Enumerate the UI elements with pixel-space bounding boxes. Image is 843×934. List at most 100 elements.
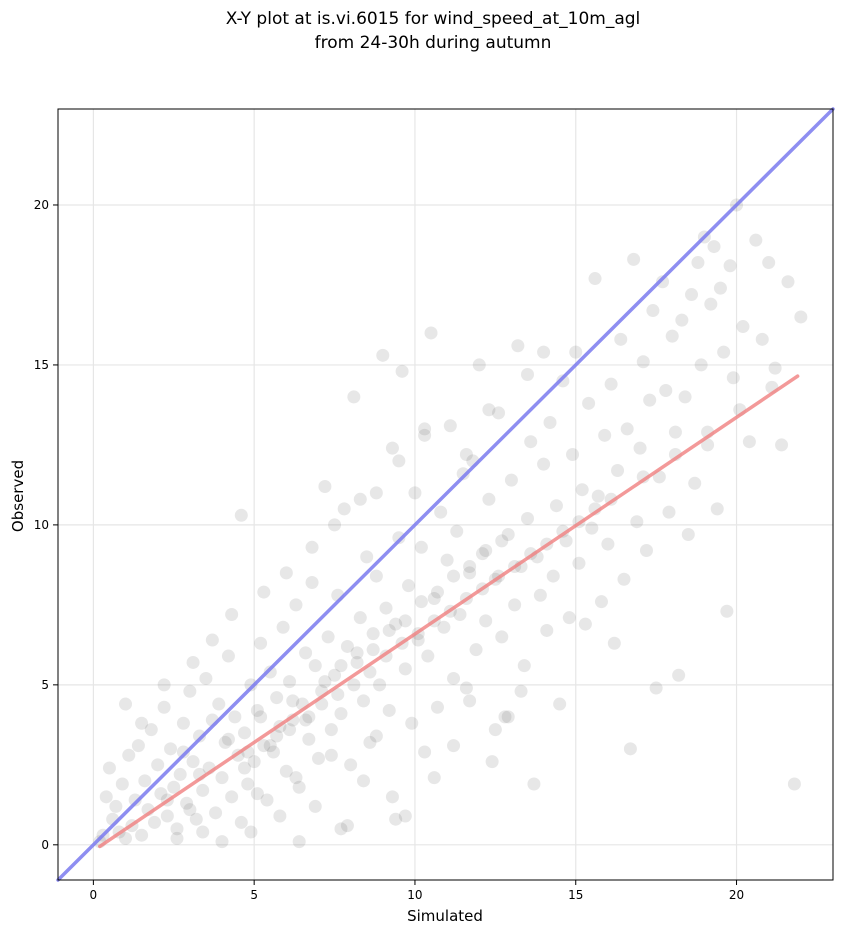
data-point <box>688 476 702 490</box>
data-point <box>270 729 284 743</box>
data-point <box>331 687 345 701</box>
data-point <box>418 745 432 759</box>
data-point <box>405 716 419 730</box>
data-point <box>742 435 756 449</box>
data-point <box>99 790 113 804</box>
data-point <box>302 710 316 724</box>
data-point <box>498 710 512 724</box>
reference-lines <box>56 107 835 882</box>
data-point <box>514 684 528 698</box>
data-point <box>299 713 313 727</box>
data-point <box>225 790 239 804</box>
data-point <box>710 502 724 516</box>
data-point <box>717 345 731 359</box>
data-point <box>755 332 769 346</box>
data-point <box>157 700 171 714</box>
data-point <box>299 646 313 660</box>
data-point <box>376 348 390 362</box>
data-point <box>398 662 412 676</box>
data-point <box>665 329 679 343</box>
data-point <box>501 527 515 541</box>
data-point <box>283 675 297 689</box>
data-point <box>749 233 763 247</box>
data-point <box>119 697 133 711</box>
data-point <box>636 355 650 369</box>
data-point <box>244 678 258 692</box>
data-point <box>328 518 342 532</box>
data-point <box>176 745 190 759</box>
data-point <box>392 454 406 468</box>
data-point <box>681 527 695 541</box>
data-point <box>594 595 608 609</box>
data-point <box>183 684 197 698</box>
data-point <box>212 697 226 711</box>
data-point <box>585 521 599 535</box>
data-point <box>254 636 268 650</box>
data-point <box>334 822 348 836</box>
data-point <box>794 310 808 324</box>
data-point <box>186 755 200 769</box>
data-point <box>453 607 467 621</box>
data-point <box>157 678 171 692</box>
data-point <box>701 438 715 452</box>
data-point <box>308 799 322 813</box>
data-point <box>221 732 235 746</box>
data-point <box>167 780 181 794</box>
data-point <box>328 668 342 682</box>
data-point <box>241 777 255 791</box>
data-point <box>459 448 473 462</box>
data-point <box>135 716 149 730</box>
data-point <box>691 256 705 270</box>
data-point <box>463 559 477 573</box>
y-tick-label: 15 <box>34 358 49 372</box>
data-point <box>504 473 518 487</box>
data-point <box>495 630 509 644</box>
data-point <box>289 771 303 785</box>
data-point <box>225 607 239 621</box>
data-point <box>173 767 187 781</box>
data-point <box>221 649 235 663</box>
data-point <box>260 793 274 807</box>
data-point <box>192 729 206 743</box>
data-point <box>263 665 277 679</box>
data-point <box>337 502 351 516</box>
data-point <box>556 374 570 388</box>
data-point <box>495 534 509 548</box>
data-point <box>418 422 432 436</box>
data-point <box>598 428 612 442</box>
x-tick-label: 5 <box>250 888 258 902</box>
data-point <box>633 441 647 455</box>
data-point <box>356 774 370 788</box>
data-point <box>694 358 708 372</box>
data-point <box>572 556 586 570</box>
data-point <box>102 761 116 775</box>
data-point <box>537 457 551 471</box>
data-point <box>160 809 174 823</box>
data-point <box>273 809 287 823</box>
data-point <box>768 361 782 375</box>
data-point <box>540 623 554 637</box>
data-point <box>350 646 364 660</box>
data-point <box>318 480 332 494</box>
data-point <box>215 835 229 849</box>
data-point <box>463 566 477 580</box>
data-point <box>385 441 399 455</box>
data-point <box>283 723 297 737</box>
data-point <box>636 470 650 484</box>
data-point <box>672 668 686 682</box>
data-point <box>279 764 293 778</box>
data-point <box>205 633 219 647</box>
data-point <box>521 511 535 525</box>
data-point <box>781 275 795 289</box>
data-point <box>270 691 284 705</box>
data-point <box>347 678 361 692</box>
data-point <box>147 815 161 829</box>
data-point <box>559 534 573 548</box>
data-point <box>363 735 377 749</box>
data-point <box>463 694 477 708</box>
data-point <box>154 787 168 801</box>
x-tick-label: 10 <box>407 888 422 902</box>
x-axis-ticks: 0 5 10 15 20 <box>90 880 744 902</box>
data-point <box>662 505 676 519</box>
data-point <box>656 275 670 289</box>
